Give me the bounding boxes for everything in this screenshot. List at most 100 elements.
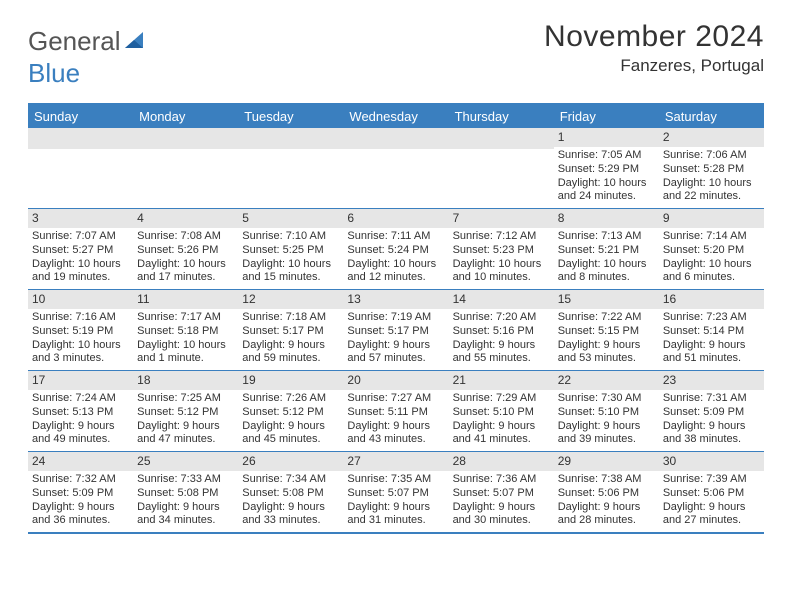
day-cell: 21Sunrise: 7:29 AMSunset: 5:10 PMDayligh…: [449, 371, 554, 451]
daylight-text: Daylight: 9 hours and 45 minutes.: [242, 420, 339, 448]
sunset-text: Sunset: 5:08 PM: [242, 487, 339, 501]
day-number: [449, 128, 554, 149]
sunrise-text: Sunrise: 7:12 AM: [453, 230, 550, 244]
day-cell: 24Sunrise: 7:32 AMSunset: 5:09 PMDayligh…: [28, 452, 133, 532]
day-cell: 2Sunrise: 7:06 AMSunset: 5:28 PMDaylight…: [659, 128, 764, 208]
day-number: 10: [28, 290, 133, 309]
sunrise-text: Sunrise: 7:19 AM: [347, 311, 444, 325]
sunrise-text: Sunrise: 7:06 AM: [663, 149, 760, 163]
day-cell: 12Sunrise: 7:18 AMSunset: 5:17 PMDayligh…: [238, 290, 343, 370]
sunset-text: Sunset: 5:28 PM: [663, 163, 760, 177]
week-row: 17Sunrise: 7:24 AMSunset: 5:13 PMDayligh…: [28, 371, 764, 452]
dow-header: Thursday: [449, 105, 554, 128]
sunrise-text: Sunrise: 7:23 AM: [663, 311, 760, 325]
day-number: 22: [554, 371, 659, 390]
dow-header: Sunday: [28, 105, 133, 128]
day-body: Sunrise: 7:07 AMSunset: 5:27 PMDaylight:…: [28, 228, 133, 289]
sunset-text: Sunset: 5:12 PM: [242, 406, 339, 420]
sunset-text: Sunset: 5:06 PM: [558, 487, 655, 501]
sunrise-text: Sunrise: 7:33 AM: [137, 473, 234, 487]
sunrise-text: Sunrise: 7:35 AM: [347, 473, 444, 487]
day-cell: 16Sunrise: 7:23 AMSunset: 5:14 PMDayligh…: [659, 290, 764, 370]
daylight-text: Daylight: 9 hours and 49 minutes.: [32, 420, 129, 448]
daylight-text: Daylight: 9 hours and 43 minutes.: [347, 420, 444, 448]
day-cell: 30Sunrise: 7:39 AMSunset: 5:06 PMDayligh…: [659, 452, 764, 532]
day-cell: 15Sunrise: 7:22 AMSunset: 5:15 PMDayligh…: [554, 290, 659, 370]
day-body: Sunrise: 7:32 AMSunset: 5:09 PMDaylight:…: [28, 471, 133, 532]
day-cell: [449, 128, 554, 208]
sunrise-text: Sunrise: 7:05 AM: [558, 149, 655, 163]
daylight-text: Daylight: 10 hours and 10 minutes.: [453, 258, 550, 286]
day-number: [133, 128, 238, 149]
day-number: 1: [554, 128, 659, 147]
daylight-text: Daylight: 10 hours and 24 minutes.: [558, 177, 655, 205]
daylight-text: Daylight: 10 hours and 22 minutes.: [663, 177, 760, 205]
sunset-text: Sunset: 5:09 PM: [32, 487, 129, 501]
sunset-text: Sunset: 5:07 PM: [453, 487, 550, 501]
daylight-text: Daylight: 10 hours and 17 minutes.: [137, 258, 234, 286]
sunrise-text: Sunrise: 7:17 AM: [137, 311, 234, 325]
daylight-text: Daylight: 9 hours and 55 minutes.: [453, 339, 550, 367]
day-body: Sunrise: 7:20 AMSunset: 5:16 PMDaylight:…: [449, 309, 554, 370]
daylight-text: Daylight: 9 hours and 34 minutes.: [137, 501, 234, 529]
day-number: 28: [449, 452, 554, 471]
day-body: Sunrise: 7:23 AMSunset: 5:14 PMDaylight:…: [659, 309, 764, 370]
sunrise-text: Sunrise: 7:25 AM: [137, 392, 234, 406]
daylight-text: Daylight: 10 hours and 19 minutes.: [32, 258, 129, 286]
day-number: 13: [343, 290, 448, 309]
day-cell: [28, 128, 133, 208]
day-number: 18: [133, 371, 238, 390]
sunrise-text: Sunrise: 7:31 AM: [663, 392, 760, 406]
sunset-text: Sunset: 5:18 PM: [137, 325, 234, 339]
sunset-text: Sunset: 5:12 PM: [137, 406, 234, 420]
sunrise-text: Sunrise: 7:14 AM: [663, 230, 760, 244]
sunrise-text: Sunrise: 7:36 AM: [453, 473, 550, 487]
daylight-text: Daylight: 9 hours and 27 minutes.: [663, 501, 760, 529]
daylight-text: Daylight: 9 hours and 30 minutes.: [453, 501, 550, 529]
sunrise-text: Sunrise: 7:29 AM: [453, 392, 550, 406]
day-body: Sunrise: 7:39 AMSunset: 5:06 PMDaylight:…: [659, 471, 764, 532]
day-cell: 7Sunrise: 7:12 AMSunset: 5:23 PMDaylight…: [449, 209, 554, 289]
day-cell: 10Sunrise: 7:16 AMSunset: 5:19 PMDayligh…: [28, 290, 133, 370]
daylight-text: Daylight: 9 hours and 33 minutes.: [242, 501, 339, 529]
day-cell: 22Sunrise: 7:30 AMSunset: 5:10 PMDayligh…: [554, 371, 659, 451]
sunset-text: Sunset: 5:17 PM: [347, 325, 444, 339]
day-body: Sunrise: 7:30 AMSunset: 5:10 PMDaylight:…: [554, 390, 659, 451]
day-cell: 20Sunrise: 7:27 AMSunset: 5:11 PMDayligh…: [343, 371, 448, 451]
sunrise-text: Sunrise: 7:11 AM: [347, 230, 444, 244]
day-body: Sunrise: 7:35 AMSunset: 5:07 PMDaylight:…: [343, 471, 448, 532]
day-number: 12: [238, 290, 343, 309]
logo-text-left: General: [28, 26, 121, 57]
day-body: Sunrise: 7:05 AMSunset: 5:29 PMDaylight:…: [554, 147, 659, 208]
day-number: 3: [28, 209, 133, 228]
daylight-text: Daylight: 9 hours and 36 minutes.: [32, 501, 129, 529]
day-cell: [238, 128, 343, 208]
day-number: 4: [133, 209, 238, 228]
day-number: 14: [449, 290, 554, 309]
sunset-text: Sunset: 5:09 PM: [663, 406, 760, 420]
sunrise-text: Sunrise: 7:38 AM: [558, 473, 655, 487]
day-body: Sunrise: 7:08 AMSunset: 5:26 PMDaylight:…: [133, 228, 238, 289]
day-body: Sunrise: 7:19 AMSunset: 5:17 PMDaylight:…: [343, 309, 448, 370]
day-body: Sunrise: 7:29 AMSunset: 5:10 PMDaylight:…: [449, 390, 554, 451]
day-body: Sunrise: 7:14 AMSunset: 5:20 PMDaylight:…: [659, 228, 764, 289]
day-number: 5: [238, 209, 343, 228]
dow-row: SundayMondayTuesdayWednesdayThursdayFrid…: [28, 105, 764, 128]
daylight-text: Daylight: 10 hours and 8 minutes.: [558, 258, 655, 286]
week-row: 10Sunrise: 7:16 AMSunset: 5:19 PMDayligh…: [28, 290, 764, 371]
day-number: 17: [28, 371, 133, 390]
sunset-text: Sunset: 5:20 PM: [663, 244, 760, 258]
day-body: Sunrise: 7:27 AMSunset: 5:11 PMDaylight:…: [343, 390, 448, 451]
day-body: Sunrise: 7:18 AMSunset: 5:17 PMDaylight:…: [238, 309, 343, 370]
daylight-text: Daylight: 9 hours and 57 minutes.: [347, 339, 444, 367]
day-body: Sunrise: 7:11 AMSunset: 5:24 PMDaylight:…: [343, 228, 448, 289]
sunset-text: Sunset: 5:13 PM: [32, 406, 129, 420]
dow-header: Wednesday: [343, 105, 448, 128]
week-row: 24Sunrise: 7:32 AMSunset: 5:09 PMDayligh…: [28, 452, 764, 534]
day-cell: 17Sunrise: 7:24 AMSunset: 5:13 PMDayligh…: [28, 371, 133, 451]
day-body: Sunrise: 7:31 AMSunset: 5:09 PMDaylight:…: [659, 390, 764, 451]
sunset-text: Sunset: 5:27 PM: [32, 244, 129, 258]
sunset-text: Sunset: 5:17 PM: [242, 325, 339, 339]
day-body: Sunrise: 7:10 AMSunset: 5:25 PMDaylight:…: [238, 228, 343, 289]
daylight-text: Daylight: 10 hours and 3 minutes.: [32, 339, 129, 367]
